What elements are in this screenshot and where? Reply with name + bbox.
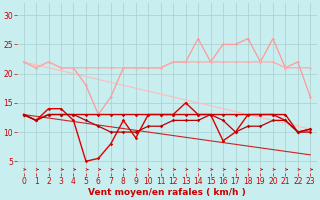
X-axis label: Vent moyen/en rafales ( km/h ): Vent moyen/en rafales ( km/h )	[88, 188, 246, 197]
